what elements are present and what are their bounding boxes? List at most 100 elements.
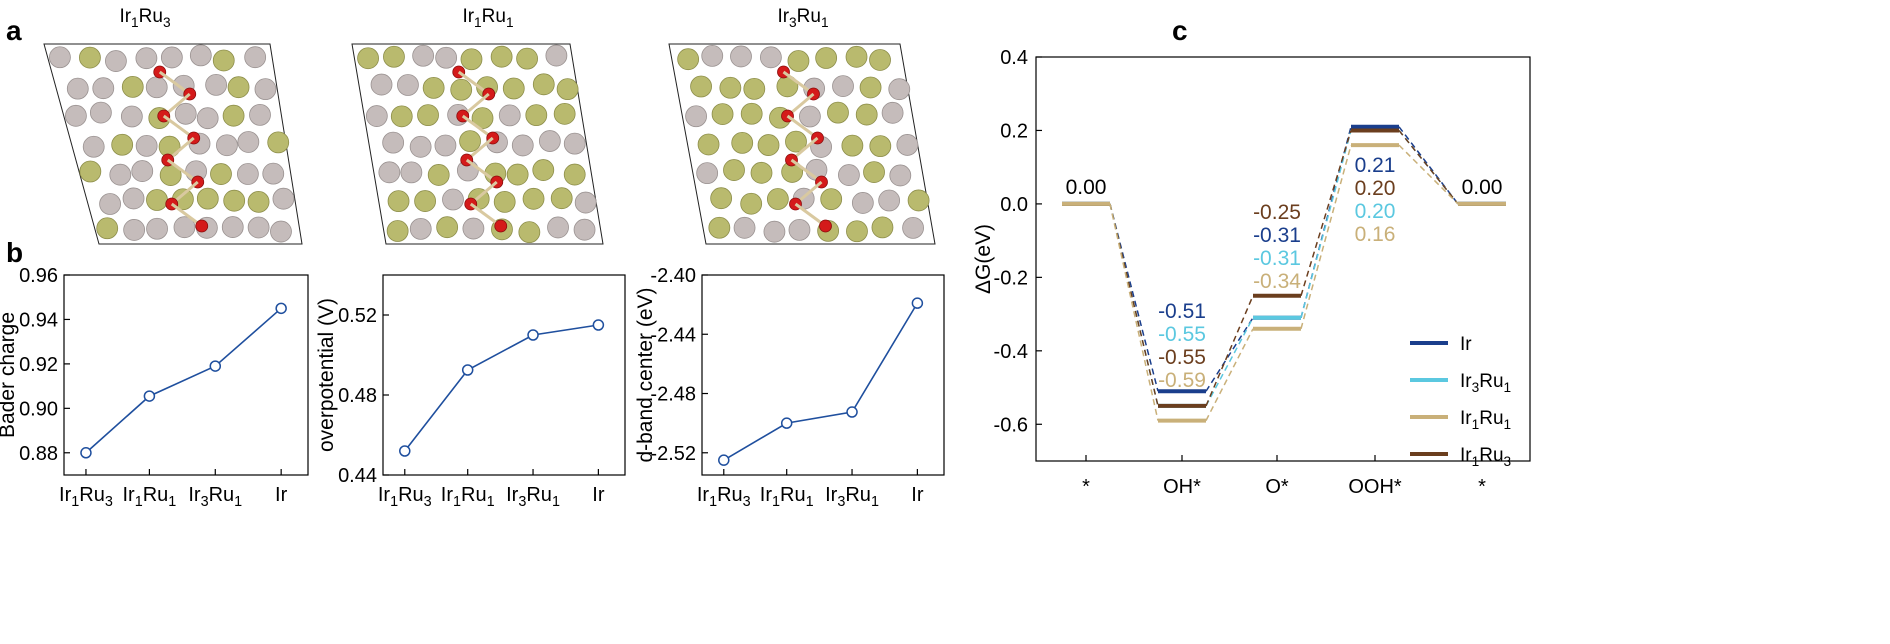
x-tick-label: Ir1Ru1 [441, 484, 495, 510]
ru-atom [267, 131, 290, 154]
ir-atom [881, 101, 904, 124]
data-point [461, 364, 474, 376]
ir-atom [442, 188, 464, 211]
ir-atom [434, 134, 457, 157]
ir-atom [400, 161, 423, 184]
y-tick-label: -2.44 [650, 324, 696, 346]
y-tick-label: 0.88 [19, 443, 58, 465]
o-atom [819, 219, 832, 233]
data-point [911, 297, 924, 309]
ir-atom [382, 131, 405, 154]
ru-atom [79, 46, 101, 69]
series-line [85, 307, 282, 454]
connector-line [1205, 328, 1254, 421]
structure-title: Ir1Ru3 [119, 6, 170, 30]
ru-atom [863, 161, 885, 183]
ir-atom [733, 216, 756, 239]
chart-b-2: 0.44 0.48 0.52 Ir1Ru3 Ir1Ru1 Ir3Ru1 Ir overpote… [315, 274, 626, 510]
ru-atom [427, 164, 450, 186]
x-tick-label: Ir [275, 484, 288, 506]
ir-atom [122, 187, 145, 210]
connector-line [1205, 317, 1254, 392]
ir-atom [878, 189, 901, 212]
ir-atom [701, 45, 724, 67]
value-label: -0.55 [1158, 323, 1206, 346]
x-tick-label: OH* [1163, 476, 1201, 498]
x-tick-label: O* [1265, 476, 1289, 498]
ir-atom [685, 105, 707, 128]
x-tick-label: Ir3Ru1 [188, 484, 242, 510]
value-label: -0.55 [1158, 346, 1206, 369]
ru-atom [785, 130, 807, 153]
ir-atom [888, 78, 911, 101]
ru-atom [518, 221, 541, 244]
ru-atom [111, 133, 134, 156]
ir-atom [135, 47, 158, 70]
ir-atom [174, 102, 197, 125]
ir-atom [262, 162, 285, 185]
ir-atom [838, 164, 860, 186]
value-label: 0.00 [1462, 176, 1503, 199]
x-tick-label: OOH* [1348, 476, 1402, 498]
ru-atom [493, 190, 516, 213]
ru-atom [743, 77, 766, 100]
ru-atom [846, 220, 868, 243]
y-tick-label: -2.48 [650, 384, 696, 406]
x-tick-label: Ir1Ru3 [59, 484, 113, 510]
ru-atom [196, 187, 219, 210]
connector-line [1205, 295, 1254, 407]
y-axis-label: d-band center (eV) [634, 287, 657, 462]
ir-atom [236, 163, 259, 185]
ru-atom [450, 78, 473, 101]
y-tick-label: 0.92 [19, 354, 58, 376]
ir-atom [254, 78, 277, 101]
structure-title: Ir3Ru1 [777, 6, 828, 30]
ir-atom [247, 216, 270, 239]
ru-atom [815, 47, 838, 69]
data-point [718, 454, 730, 466]
ru-atom [869, 49, 891, 71]
ir-atom [563, 132, 586, 155]
x-tick-label: Ir3Ru1 [506, 484, 560, 510]
connector-line [1300, 126, 1352, 318]
x-tick-label: * [1082, 476, 1090, 498]
ir-atom [89, 101, 112, 124]
ru-atom [556, 78, 579, 101]
x-tick-label: Ir1Ru1 [122, 484, 176, 510]
ru-atom [222, 104, 245, 127]
x-tick-label: Ir [911, 484, 924, 506]
panel-letter-c: c [1172, 15, 1188, 46]
ir-atom [498, 104, 521, 127]
connector-line [1398, 126, 1459, 205]
ir-atom [135, 134, 158, 157]
y-tick-label: 0.48 [338, 385, 377, 407]
ru-atom [383, 45, 405, 68]
connector-line [1398, 144, 1459, 205]
ir-atom [160, 46, 183, 69]
ir-atom [696, 162, 719, 185]
ru-atom [357, 47, 379, 70]
ir-atom [145, 76, 168, 99]
ir-atom [173, 216, 196, 239]
ru-atom [525, 104, 548, 127]
ru-atom [146, 189, 168, 211]
ru-atom [723, 159, 745, 181]
ru-atom [247, 190, 270, 213]
chart-b-1: 0.88 0.90 0.92 0.94 0.96 Ir1Ru3 Ir1Ru1 Ir3Ru1 Ir… [0, 265, 309, 510]
ru-atom [502, 77, 525, 100]
ir-atom [889, 164, 912, 187]
ir-atom [547, 216, 569, 239]
ir-atom [409, 217, 432, 240]
connector-line [1205, 317, 1254, 407]
y-tick-label: -0.6 [994, 414, 1028, 436]
ir-atom [832, 75, 854, 97]
ir-atom [66, 77, 89, 100]
ru-atom [436, 216, 459, 239]
ru-atom [553, 102, 576, 125]
o-atom [494, 219, 508, 233]
ru-atom [210, 163, 232, 185]
panel-letter-a: a [6, 15, 22, 46]
data-point [275, 302, 287, 315]
data-point [143, 390, 156, 402]
